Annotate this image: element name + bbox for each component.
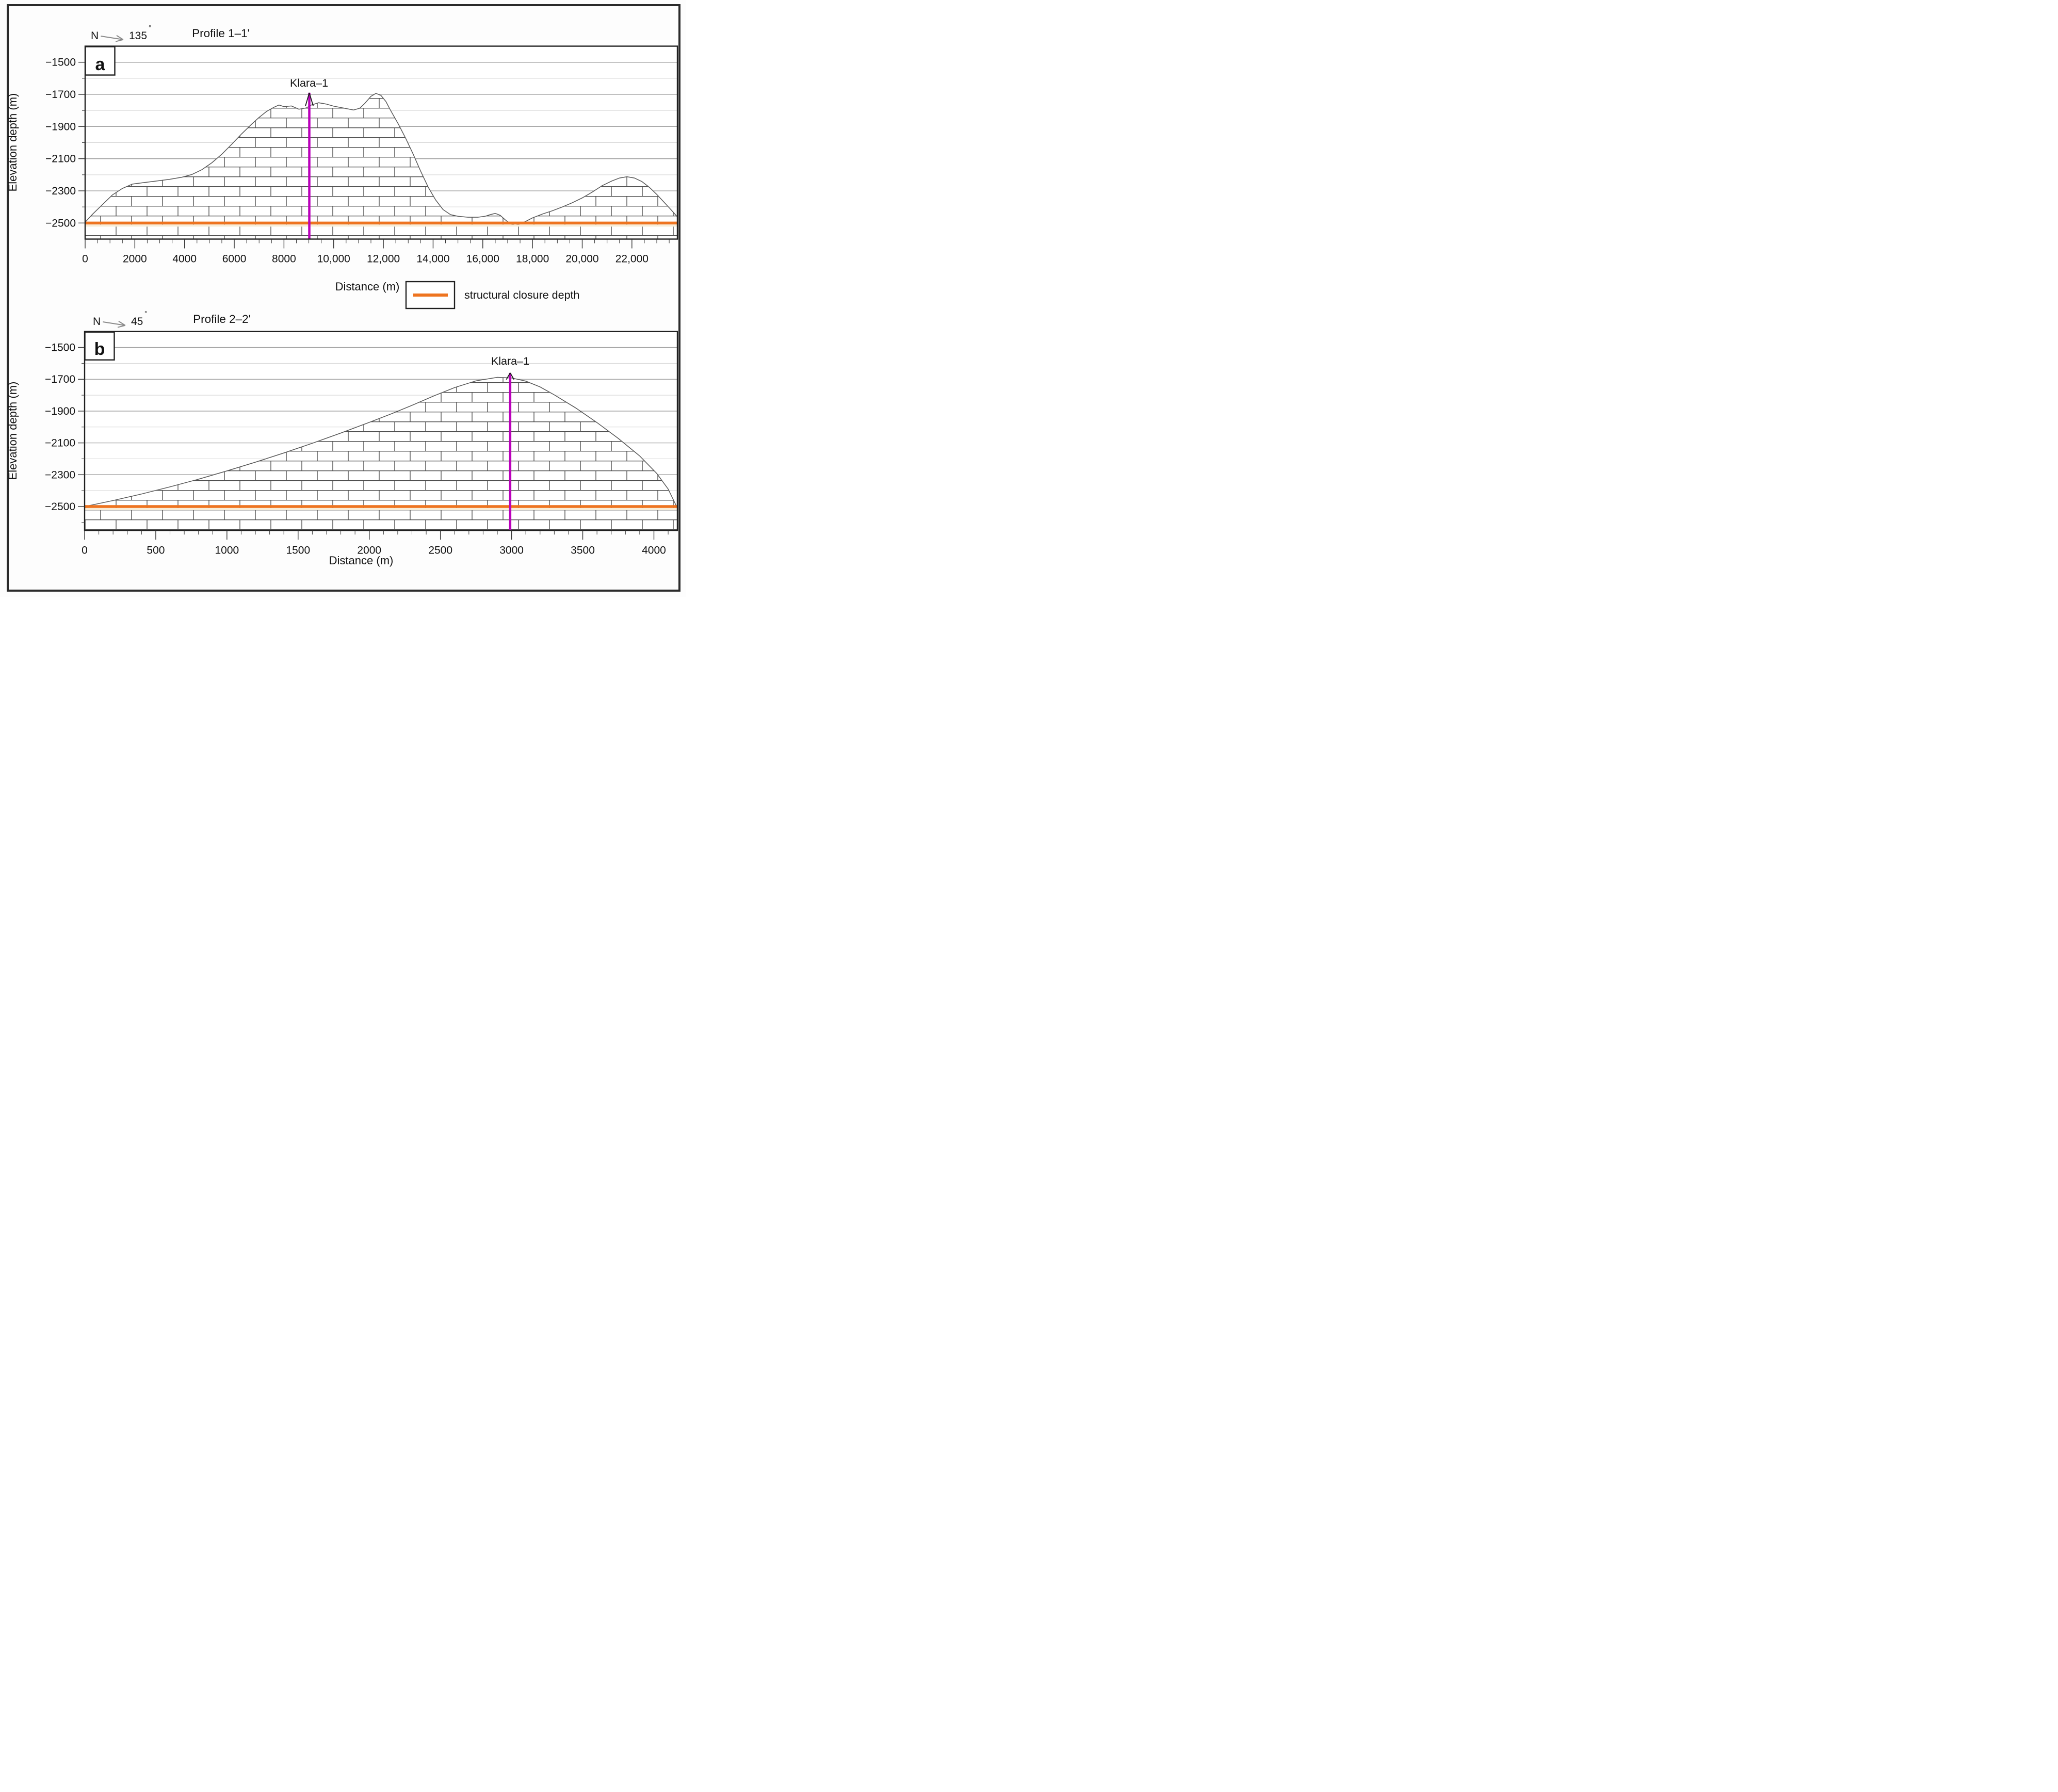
- y-tick-label: −2100: [45, 437, 75, 449]
- x-tick-label: 500: [147, 544, 165, 556]
- y-tick-label: −2100: [45, 153, 76, 165]
- panel-a-degree-symbol: °: [149, 24, 151, 31]
- panel-a-y-axis-title: Elevation depth (m): [6, 93, 19, 192]
- panel-b-north-arrow-icon: [103, 320, 126, 328]
- panel-b-letter: b: [94, 339, 105, 359]
- figure-border: [7, 4, 680, 592]
- panel-a-azimuth-value: 135: [129, 30, 147, 42]
- x-tick-label: 0: [82, 544, 88, 556]
- x-tick-label: 18,000: [516, 253, 549, 265]
- plot-border: [84, 331, 678, 531]
- limestone-body: [85, 377, 677, 531]
- well-derrick-icon: [305, 92, 314, 106]
- limestone-body: [85, 93, 677, 239]
- panel-b-y-axis-title: Elevation depth (m): [6, 382, 19, 480]
- y-tick-label: −1500: [45, 57, 76, 69]
- y-tick-label: −1500: [45, 342, 75, 354]
- profiles-figure: N 135 ° Profile 1–1' 0 2000 4000 6000 8000 10…: [6, 4, 680, 592]
- terrain-surface-line: [85, 377, 677, 531]
- legend-label: structural closure depth: [464, 289, 579, 301]
- y-tick-label: −1900: [45, 405, 75, 417]
- panel-b-degree-symbol: °: [144, 309, 147, 317]
- panel-a-letter: a: [95, 55, 106, 74]
- x-tick-label: 2000: [357, 544, 381, 556]
- x-tick-label: 4000: [642, 544, 666, 556]
- panel-b-x-axis-title: Distance (m): [329, 554, 394, 567]
- panel-a-x-axis-title: Distance (m): [335, 280, 400, 293]
- x-tick-label: 4000: [172, 253, 197, 265]
- x-tick-label: 1500: [286, 544, 310, 556]
- panel-a-letter-box: [85, 46, 116, 76]
- well-derrick-icon: [506, 372, 515, 380]
- panel-b-north-label: N: [93, 316, 101, 328]
- x-tick-label: 22,000: [615, 253, 649, 265]
- x-tick-label: 10,000: [317, 253, 350, 265]
- terrain-clip-group: [85, 93, 677, 239]
- x-tick-label: 20,000: [565, 253, 598, 265]
- x-tick-label: 0: [82, 253, 88, 265]
- y-tick-label: −2300: [45, 469, 75, 481]
- y-tick-label: −1700: [45, 89, 76, 101]
- panel-b-plot: 0 500 1000 1500 2000 2500 3000 3500 4000 −1500 −17…: [45, 331, 678, 556]
- x-tick-label: 3500: [571, 544, 595, 556]
- terrain-clip-group: [85, 377, 677, 531]
- x-tick-label: 2000: [123, 253, 147, 265]
- y-tick-label: −2500: [45, 217, 76, 229]
- panel-b-letter-box: [84, 331, 115, 361]
- x-tick-label: 1000: [215, 544, 239, 556]
- x-tick-label: 6000: [222, 253, 247, 265]
- panel-a-north-arrow-icon: [101, 35, 124, 42]
- x-tick-label: 14,000: [416, 253, 449, 265]
- figure-canvas: N 135 ° Profile 1–1' 0 2000 4000 6000 8000 10…: [0, 0, 686, 597]
- panel-a-well-label: Klara–1: [290, 77, 328, 89]
- x-tick-label: 3000: [499, 544, 524, 556]
- terrain-surface-line: [85, 93, 677, 239]
- x-tick-label: 12,000: [367, 253, 400, 265]
- x-tick-label: 8000: [272, 253, 296, 265]
- x-tick-label: 16,000: [466, 253, 499, 265]
- y-tick-label: −2500: [45, 501, 75, 513]
- y-tick-label: −1900: [45, 121, 76, 133]
- panel-b-azimuth-value: 45: [131, 316, 143, 328]
- panel-b-title: Profile 2–2': [193, 313, 251, 325]
- panel-b-well-label: Klara–1: [491, 355, 529, 367]
- panel-a-title: Profile 1–1': [192, 27, 250, 40]
- y-tick-label: −1700: [45, 373, 75, 385]
- x-tick-label: 2500: [428, 544, 452, 556]
- panel-a-north-label: N: [91, 30, 99, 42]
- panel-a-plot: 0 2000 4000 6000 8000 10,000 12,000 14,000 16,00…: [45, 45, 678, 265]
- y-tick-label: −2300: [45, 185, 76, 197]
